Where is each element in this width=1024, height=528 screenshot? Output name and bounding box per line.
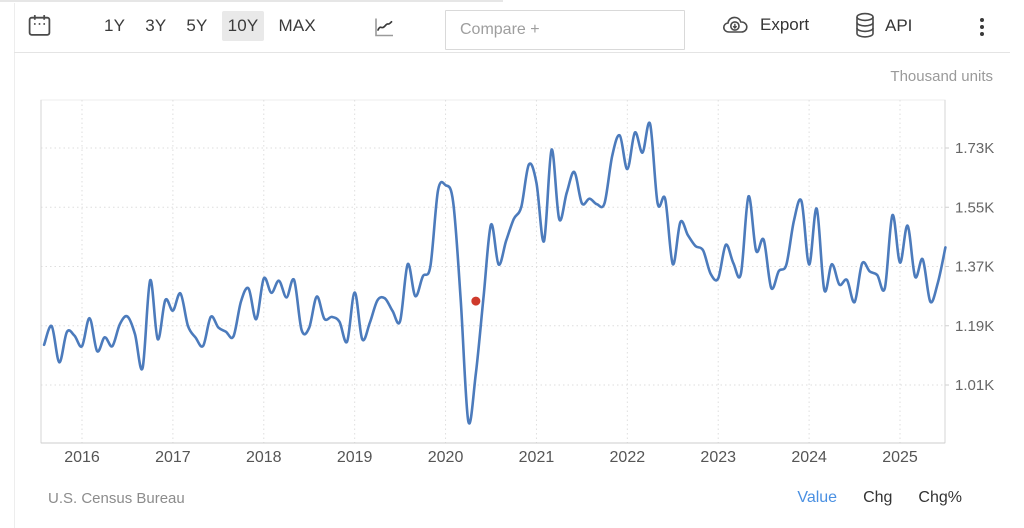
range-button-max[interactable]: MAX	[272, 11, 321, 41]
range-button-3y[interactable]: 3Y	[139, 11, 172, 41]
range-button-1y[interactable]: 1Y	[98, 11, 131, 41]
svg-text:2024: 2024	[791, 449, 827, 466]
svg-text:1.19K: 1.19K	[955, 318, 994, 335]
event-marker-dot	[471, 296, 481, 306]
api-label: API	[885, 15, 913, 35]
calendar-button[interactable]	[27, 13, 52, 38]
svg-text:2020: 2020	[428, 449, 464, 466]
kebab-menu-icon	[972, 15, 992, 39]
svg-text:1.73K: 1.73K	[955, 140, 994, 157]
cloud-download-icon	[721, 13, 751, 37]
svg-text:1.01K: 1.01K	[955, 377, 994, 394]
mode-link-value[interactable]: Value	[797, 489, 838, 506]
svg-text:1.37K: 1.37K	[955, 259, 994, 276]
svg-text:2016: 2016	[64, 449, 100, 466]
range-button-10y[interactable]: 10Y	[221, 11, 265, 41]
svg-text:2018: 2018	[246, 449, 282, 466]
y-axis-unit-label: Thousand units	[890, 68, 993, 85]
api-button[interactable]: API	[854, 11, 912, 40]
data-source-label: U.S. Census Bureau	[48, 490, 185, 507]
export-label: Export	[760, 15, 810, 34]
svg-text:1.55K: 1.55K	[955, 199, 994, 216]
calendar-icon	[27, 13, 52, 38]
range-button-5y[interactable]: 5Y	[180, 11, 213, 41]
top-crop-border	[0, 0, 503, 2]
compare-input[interactable]	[445, 10, 685, 50]
svg-text:2025: 2025	[882, 449, 918, 466]
svg-text:2019: 2019	[337, 449, 373, 466]
svg-text:2022: 2022	[610, 449, 646, 466]
mode-link-chgpct[interactable]: Chg%	[918, 489, 962, 506]
left-crop-border	[14, 3, 15, 528]
database-icon	[854, 11, 876, 40]
export-button[interactable]: Export	[721, 13, 809, 37]
value-mode-switcher: Value Chg Chg%	[797, 489, 962, 507]
svg-text:2023: 2023	[700, 449, 736, 466]
svg-text:2017: 2017	[155, 449, 191, 466]
more-options-button[interactable]	[972, 15, 992, 39]
range-selector: 1Y 3Y 5Y 10Y MAX	[98, 0, 322, 52]
chart-type-button[interactable]	[372, 15, 396, 39]
svg-text:2021: 2021	[519, 449, 555, 466]
mode-link-chg[interactable]: Chg	[863, 489, 893, 506]
line-chart-icon	[372, 15, 396, 39]
